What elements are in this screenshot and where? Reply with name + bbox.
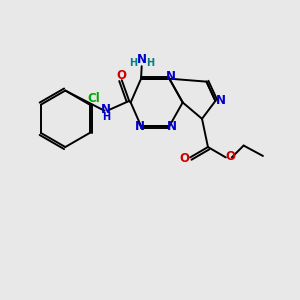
Text: O: O [226,150,236,163]
Text: N: N [167,120,177,133]
Text: Cl: Cl [88,92,100,105]
Text: N: N [166,70,176,83]
Text: O: O [179,152,189,165]
Text: H: H [146,58,155,68]
Text: O: O [116,69,126,82]
Text: N: N [135,120,145,133]
Text: N: N [215,94,225,107]
Text: N: N [101,103,111,116]
Text: N: N [137,53,147,66]
Text: H: H [129,58,137,68]
Text: H: H [102,112,110,122]
